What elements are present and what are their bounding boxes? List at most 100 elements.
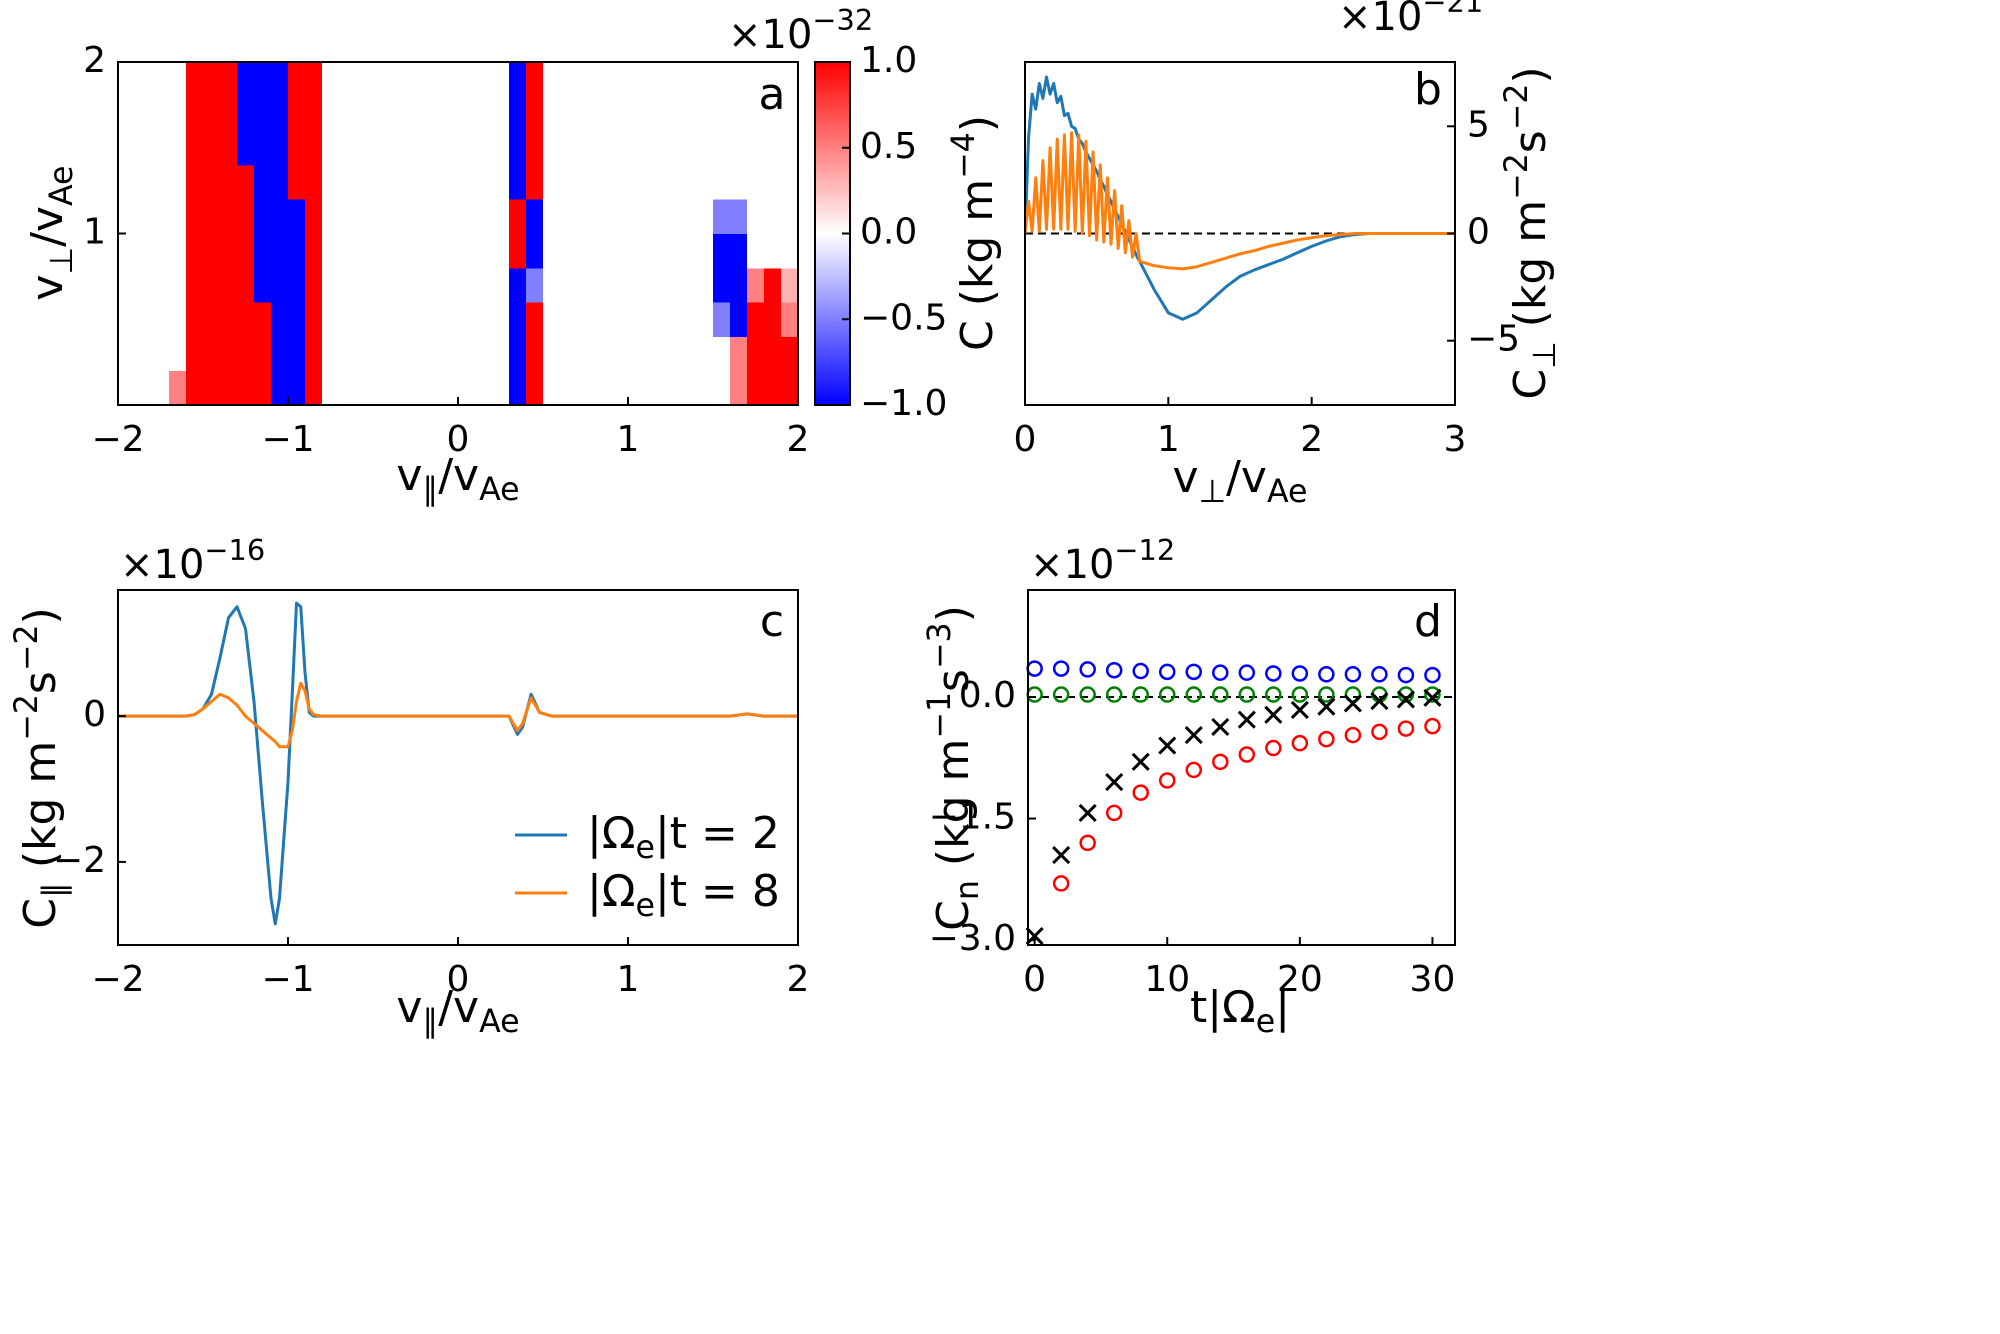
label-part: e bbox=[1256, 1004, 1276, 1040]
heatmap-cell bbox=[186, 370, 204, 406]
circle-marker bbox=[1079, 834, 1096, 852]
heatmap-cell bbox=[237, 62, 255, 97]
heatmap-cell bbox=[441, 96, 459, 132]
heatmap-cell bbox=[135, 130, 153, 166]
label-part: ×10 bbox=[1338, 0, 1422, 40]
circle-marker bbox=[1212, 664, 1229, 681]
heatmap-cell bbox=[764, 302, 782, 337]
panel-letter: b bbox=[1414, 64, 1442, 115]
heatmap-cell bbox=[118, 370, 136, 406]
label-part: |t = 8 bbox=[655, 866, 780, 917]
heatmap-cell bbox=[560, 164, 578, 200]
heatmap-cell bbox=[271, 370, 289, 406]
circle-marker bbox=[1052, 660, 1070, 677]
heatmap-cell bbox=[764, 164, 782, 200]
heatmap-cell bbox=[305, 302, 323, 337]
heatmap-cell bbox=[186, 267, 204, 303]
label-part: /v bbox=[22, 206, 73, 247]
heatmap-cell bbox=[781, 96, 799, 132]
label-part: −12 bbox=[1114, 533, 1175, 567]
heatmap-cell bbox=[594, 130, 612, 166]
heatmap-cell bbox=[611, 302, 629, 337]
heatmap-cell bbox=[203, 62, 221, 97]
heatmap-cell bbox=[526, 302, 544, 337]
heatmap-cell bbox=[492, 233, 510, 269]
heatmap-cell bbox=[152, 96, 170, 132]
x-axis-label: v∥/vAe bbox=[396, 982, 519, 1040]
heatmap-cell bbox=[339, 267, 357, 303]
x-tick-label: 1 bbox=[1157, 419, 1180, 460]
heatmap-cell bbox=[713, 302, 731, 337]
legend-label: |Ωe|t = 2 bbox=[587, 808, 780, 866]
heatmap-cell bbox=[220, 233, 238, 269]
heatmap-cell bbox=[271, 164, 289, 200]
heatmap-cell bbox=[237, 233, 255, 269]
heatmap-cell bbox=[475, 130, 493, 166]
x-marker bbox=[1078, 803, 1097, 822]
heatmap-cell bbox=[645, 267, 663, 303]
heatmap-cell bbox=[509, 130, 527, 166]
heatmap-cell bbox=[526, 336, 544, 372]
heatmap-cell bbox=[560, 199, 578, 234]
heatmap-cell bbox=[288, 302, 306, 337]
heatmap-cell bbox=[373, 302, 391, 337]
heatmap-cell bbox=[424, 130, 442, 166]
x-axis-label: v⊥/vAe bbox=[1172, 452, 1307, 510]
heatmap-cell bbox=[543, 130, 561, 166]
heatmap-cell bbox=[475, 96, 493, 132]
label-part: −2 bbox=[1499, 153, 1535, 200]
heatmap-cell bbox=[543, 267, 561, 303]
heatmap-cell bbox=[254, 96, 272, 132]
heatmap-cell bbox=[441, 199, 459, 234]
x-tick-label: 0 bbox=[1014, 419, 1037, 460]
y-axis-label: C∥ (kg m−2s−2) bbox=[9, 607, 73, 929]
y-axis-label: C (kg m−4) bbox=[946, 115, 1003, 351]
heatmap-cell bbox=[509, 267, 527, 303]
heatmap-cell bbox=[203, 370, 221, 406]
heatmap-cell bbox=[526, 96, 544, 132]
heatmap-cell bbox=[543, 233, 561, 269]
heatmap-cell bbox=[152, 233, 170, 269]
circle-marker bbox=[1371, 723, 1388, 741]
heatmap-cell bbox=[373, 370, 391, 406]
heatmap-cell bbox=[288, 370, 306, 406]
heatmap-cell bbox=[730, 164, 748, 200]
heatmap-cell bbox=[118, 199, 136, 234]
circle-marker bbox=[1318, 730, 1335, 748]
heatmap-cell bbox=[322, 164, 340, 200]
heatmap-cell bbox=[237, 370, 255, 406]
series-line bbox=[1025, 131, 1455, 271]
heatmap-cell bbox=[730, 62, 748, 97]
x-tick-label: 2 bbox=[787, 419, 810, 460]
heatmap-cell bbox=[713, 370, 731, 406]
heatmap-cell bbox=[390, 199, 408, 234]
heatmap-cell bbox=[509, 370, 527, 406]
heatmap-cell bbox=[322, 336, 340, 372]
label-part: ×10 bbox=[120, 542, 204, 588]
heatmap-cell bbox=[356, 96, 374, 132]
circle-marker bbox=[1158, 663, 1176, 681]
heatmap-cell bbox=[543, 96, 561, 132]
heatmap-cell bbox=[730, 96, 748, 132]
heatmap-cell bbox=[203, 302, 221, 337]
panel bbox=[118, 62, 799, 406]
heatmap-cell bbox=[577, 96, 595, 132]
circle-marker bbox=[1291, 686, 1309, 703]
heatmap-cell bbox=[220, 62, 238, 97]
panel bbox=[118, 601, 798, 926]
heatmap-cell bbox=[577, 233, 595, 269]
heatmap-cell bbox=[339, 199, 357, 234]
label-part: Ae bbox=[479, 1004, 520, 1040]
heatmap-cell bbox=[509, 233, 527, 269]
heatmap-cell bbox=[679, 96, 697, 132]
heatmap-cell bbox=[135, 302, 153, 337]
heatmap-cell bbox=[781, 370, 799, 406]
x-tick-label: 0 bbox=[447, 959, 470, 1000]
heatmap-cell bbox=[237, 267, 255, 303]
panel-letter: d bbox=[1414, 596, 1442, 647]
label-part: /v bbox=[438, 450, 479, 501]
heatmap-cell bbox=[713, 164, 731, 200]
heatmap-cell bbox=[169, 96, 187, 132]
heatmap-cell bbox=[662, 267, 680, 303]
heatmap-cell bbox=[679, 302, 697, 337]
